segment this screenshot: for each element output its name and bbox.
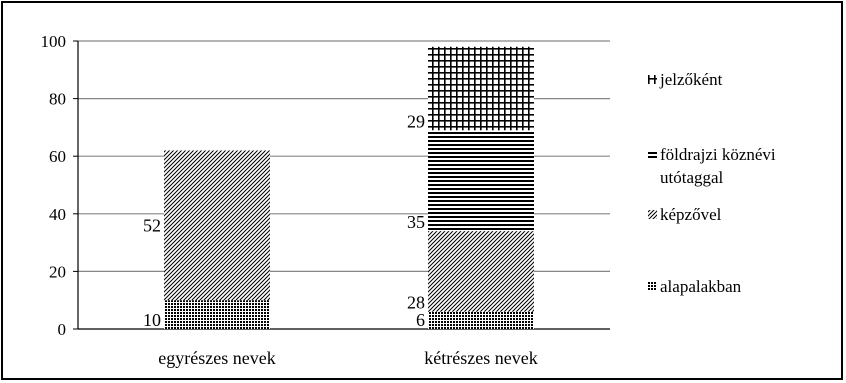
legend-label-2: képzővel xyxy=(660,205,722,224)
y-tick-label-40: 40 xyxy=(49,205,66,224)
legend-swatch-2 xyxy=(648,210,657,219)
bars xyxy=(164,46,534,329)
legend-label-4: jelzőként xyxy=(659,70,723,89)
y-tick-label-20: 20 xyxy=(49,262,66,281)
data-label-2-2: 28 xyxy=(407,293,425,313)
axes: 0 20 40 60 80 100 egyrészes nevek kétrészes nev… xyxy=(41,32,610,368)
y-tick-label-0: 0 xyxy=(58,320,67,339)
bar-segment-1-1 xyxy=(164,300,270,329)
data-label-2-4: 29 xyxy=(407,111,425,131)
data-label-2-3: 35 xyxy=(407,212,425,232)
bar-segment-1-2 xyxy=(164,150,270,301)
legend: jelzőként földrajzi köznévi utótaggal képző… xyxy=(648,70,776,296)
bar-segment-2-3 xyxy=(428,130,534,232)
legend-label-3: földrajzi köznévi utótaggal xyxy=(660,145,776,187)
y-tick-label-100: 100 xyxy=(41,32,67,51)
data-labels: 10 52 628 35 29 xyxy=(143,111,425,330)
data-label-1-1: 10 xyxy=(143,310,161,330)
x-tick-label-2: kétrészes nevek xyxy=(424,348,537,368)
legend-swatch-1 xyxy=(648,282,657,291)
y-tick-label-60: 60 xyxy=(49,147,66,166)
bar-segment-2-4 xyxy=(428,46,534,131)
data-label-1-2: 52 xyxy=(143,215,161,235)
legend-swatch-4 xyxy=(648,75,657,84)
bar-segment-2-2 xyxy=(428,231,534,312)
legend-swatch-3 xyxy=(648,150,657,159)
y-tick-label-80: 80 xyxy=(49,90,66,109)
bar-segment-2-1 xyxy=(428,311,534,329)
data-label-2-1: 6 xyxy=(416,310,425,330)
x-tick-label-1: egyrészes nevek xyxy=(158,348,275,368)
legend-label-1: alapalakban xyxy=(660,277,742,296)
